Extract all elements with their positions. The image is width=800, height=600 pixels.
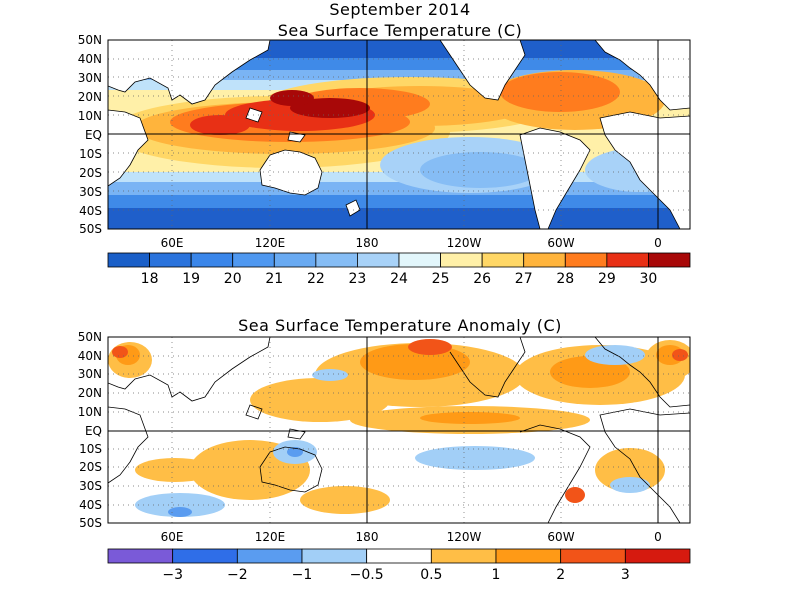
colorbar-swatch bbox=[560, 548, 626, 564]
colorbar-swatch bbox=[315, 252, 358, 268]
lon-label-120w: 120W bbox=[447, 530, 482, 544]
colorbar-swatch bbox=[190, 252, 234, 268]
lon-label-120e: 120E bbox=[255, 530, 286, 544]
colorbar-swatch bbox=[648, 252, 691, 268]
lat-label-20s: 20S bbox=[79, 460, 102, 474]
colorbar-swatch bbox=[236, 548, 303, 564]
colorbar-swatch bbox=[232, 252, 275, 268]
lat-label-eq: EQ bbox=[85, 128, 102, 142]
colorbar-label: 25 bbox=[432, 271, 450, 287]
colorbar-label: −1 bbox=[292, 567, 313, 583]
lat-label-20n: 20N bbox=[78, 90, 102, 104]
colorbar-label: 27 bbox=[515, 271, 533, 287]
colorbar-swatch bbox=[624, 548, 691, 564]
lat-label-40n: 40N bbox=[78, 349, 102, 363]
colorbar-label: 2 bbox=[556, 567, 565, 583]
figure-date-title: September 2014 bbox=[329, 0, 471, 19]
colorbar-swatch bbox=[398, 252, 441, 268]
lat-label-20n: 20N bbox=[78, 386, 102, 400]
lat-label-30s: 30S bbox=[79, 185, 102, 199]
colorbar-label: −0.5 bbox=[350, 567, 384, 583]
lon-label-180: 180 bbox=[356, 530, 379, 544]
colorbar-label: 28 bbox=[556, 271, 574, 287]
sst-map bbox=[107, 39, 691, 230]
colorbar-swatch bbox=[172, 548, 238, 564]
lat-label-10s: 10S bbox=[79, 442, 102, 456]
colorbar-swatch bbox=[606, 252, 649, 268]
colorbar-label: 21 bbox=[265, 271, 283, 287]
colorbar-label: −2 bbox=[227, 567, 248, 583]
sst-lat-labels: 50N 40N 30N 20N 10N EQ 10S 20S 30S 40S 5… bbox=[78, 33, 102, 236]
lon-label-0: 0 bbox=[654, 530, 662, 544]
colorbar-swatch bbox=[107, 548, 174, 564]
colorbar-swatch bbox=[430, 548, 497, 564]
anomaly-panel-title: Sea Surface Temperature Anomaly (C) bbox=[238, 316, 562, 335]
anomaly-lon-labels: 60E 120E 180 120W 60W 0 bbox=[161, 530, 662, 544]
colorbar-swatch bbox=[440, 252, 483, 268]
sst-colorbar: 18 19 20 21 22 23 24 25 26 27 28 29 30 bbox=[107, 252, 691, 287]
lon-label-60w: 60W bbox=[547, 236, 574, 250]
lon-label-180: 180 bbox=[356, 236, 379, 250]
colorbar-swatch bbox=[366, 548, 432, 564]
lat-label-30s: 30S bbox=[79, 479, 102, 493]
sst-panel-title: Sea Surface Temperature (C) bbox=[277, 21, 523, 40]
colorbar-swatch bbox=[301, 548, 368, 564]
colorbar-swatch bbox=[495, 548, 562, 564]
lon-label-60w: 60W bbox=[547, 530, 574, 544]
lat-label-30n: 30N bbox=[78, 367, 102, 381]
lat-label-50s: 50S bbox=[79, 222, 102, 236]
anomaly-colorbar: −3 −2 −1 −0.5 0.5 1 2 3 bbox=[107, 548, 691, 583]
colorbar-label: 24 bbox=[390, 271, 408, 287]
lon-label-120w: 120W bbox=[447, 236, 482, 250]
lat-label-30n: 30N bbox=[78, 71, 102, 85]
lon-label-0: 0 bbox=[654, 236, 662, 250]
lon-label-60e: 60E bbox=[161, 530, 184, 544]
colorbar-swatch bbox=[107, 252, 150, 268]
colorbar-label: 1 bbox=[492, 567, 501, 583]
colorbar-label: 26 bbox=[473, 271, 491, 287]
colorbar-swatch bbox=[149, 252, 192, 268]
lat-label-10n: 10N bbox=[78, 405, 102, 419]
lat-label-10n: 10N bbox=[78, 109, 102, 123]
colorbar-swatch bbox=[523, 252, 566, 268]
sst-lon-labels: 60E 120E 180 120W 60W 0 bbox=[161, 236, 662, 250]
colorbar-swatch bbox=[564, 252, 608, 268]
lon-label-60e: 60E bbox=[161, 236, 184, 250]
anomaly-map bbox=[107, 336, 691, 524]
colorbar-label: 20 bbox=[224, 271, 242, 287]
anomaly-lat-labels: 50N 40N 30N 20N 10N EQ 10S 20S 30S 40S 5… bbox=[78, 330, 102, 530]
lat-label-40s: 40S bbox=[79, 204, 102, 218]
colorbar-label: 0.5 bbox=[420, 567, 442, 583]
colorbar-label: 29 bbox=[598, 271, 616, 287]
lon-label-120e: 120E bbox=[255, 236, 286, 250]
lat-label-50n: 50N bbox=[78, 330, 102, 344]
colorbar-swatch bbox=[357, 252, 400, 268]
colorbar-swatch bbox=[481, 252, 525, 268]
colorbar-label: 3 bbox=[621, 567, 630, 583]
colorbar-label: 30 bbox=[640, 271, 658, 287]
colorbar-label: 23 bbox=[349, 271, 367, 287]
lat-label-40s: 40S bbox=[79, 498, 102, 512]
lat-label-eq: EQ bbox=[85, 424, 102, 438]
colorbar-swatch bbox=[273, 252, 317, 268]
lat-label-50n: 50N bbox=[78, 33, 102, 47]
colorbar-label: 18 bbox=[141, 271, 159, 287]
lat-label-20s: 20S bbox=[79, 166, 102, 180]
colorbar-label: 22 bbox=[307, 271, 325, 287]
colorbar-label: 19 bbox=[182, 271, 200, 287]
lat-label-10s: 10S bbox=[79, 147, 102, 161]
lat-label-50s: 50S bbox=[79, 516, 102, 530]
colorbar-label: −3 bbox=[162, 567, 183, 583]
lat-label-40n: 40N bbox=[78, 52, 102, 66]
